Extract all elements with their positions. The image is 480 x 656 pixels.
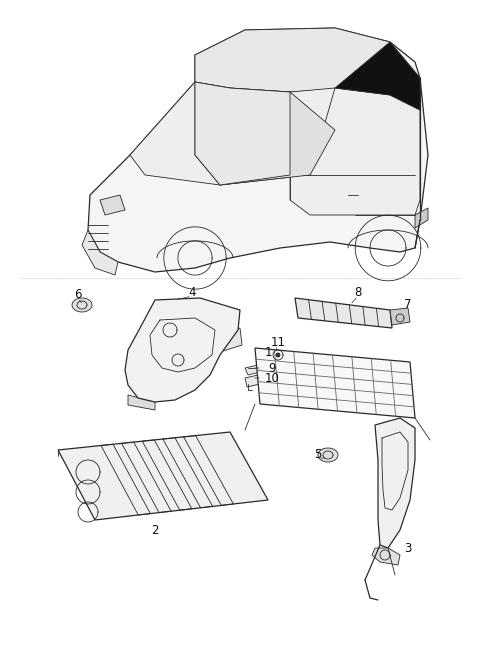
Polygon shape — [195, 82, 290, 185]
Polygon shape — [335, 42, 420, 110]
Text: 5: 5 — [314, 449, 322, 462]
Polygon shape — [415, 208, 428, 228]
Polygon shape — [245, 375, 260, 387]
Polygon shape — [88, 28, 428, 272]
Text: 11: 11 — [271, 335, 286, 348]
Polygon shape — [290, 88, 420, 215]
Polygon shape — [375, 418, 415, 548]
Polygon shape — [195, 28, 420, 92]
Polygon shape — [255, 348, 415, 418]
Polygon shape — [100, 195, 125, 215]
Polygon shape — [72, 298, 92, 312]
Text: 9: 9 — [268, 361, 276, 375]
Polygon shape — [295, 298, 392, 328]
Polygon shape — [82, 230, 118, 275]
Text: 1: 1 — [264, 346, 272, 358]
Polygon shape — [130, 82, 335, 185]
Text: 3: 3 — [404, 541, 412, 554]
Text: 8: 8 — [354, 287, 362, 300]
Text: 10: 10 — [264, 373, 279, 386]
Polygon shape — [372, 548, 400, 565]
Text: 6: 6 — [74, 289, 82, 302]
Text: 7: 7 — [404, 298, 412, 312]
Polygon shape — [318, 448, 338, 462]
Text: 4: 4 — [188, 287, 196, 300]
Polygon shape — [245, 365, 260, 375]
Polygon shape — [195, 148, 212, 162]
Polygon shape — [128, 395, 155, 410]
Polygon shape — [195, 82, 335, 185]
Text: 2: 2 — [151, 523, 159, 537]
Polygon shape — [125, 298, 240, 402]
Polygon shape — [58, 432, 268, 520]
Polygon shape — [390, 308, 410, 325]
Polygon shape — [220, 328, 242, 352]
Polygon shape — [276, 353, 280, 357]
